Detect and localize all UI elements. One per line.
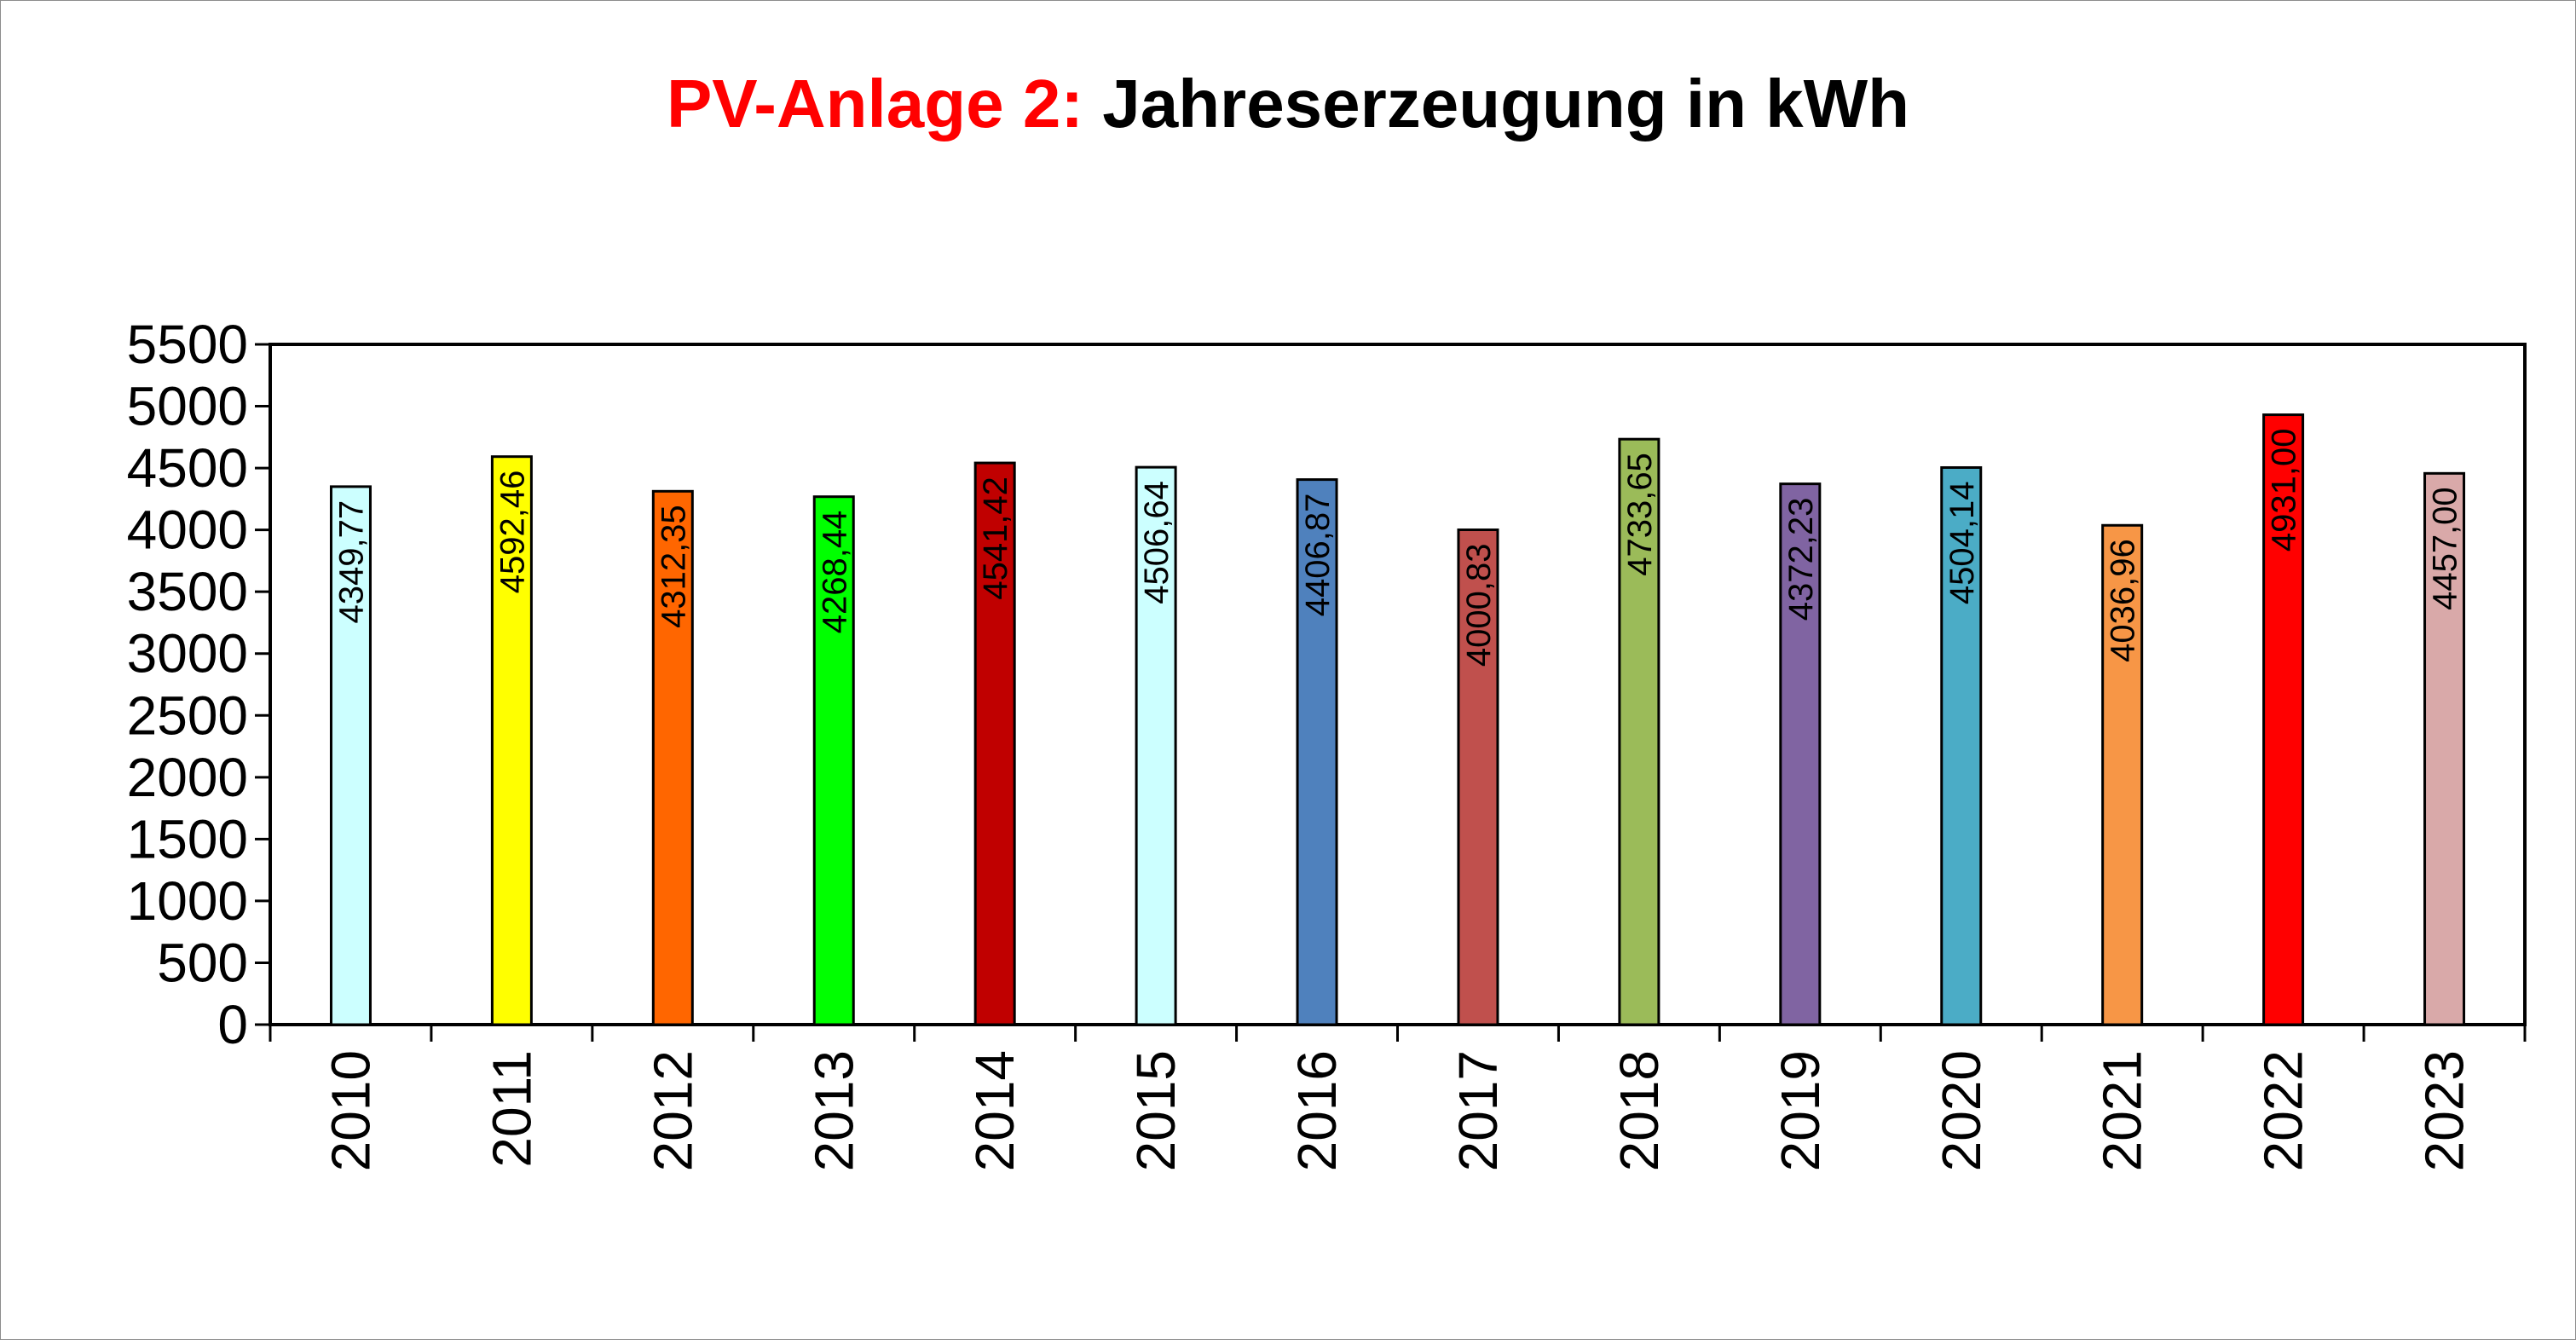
x-tick-label: 2011 [481, 1050, 542, 1168]
bar-value-label: 4349,77 [332, 500, 370, 624]
x-tick-label: 2019 [1770, 1050, 1831, 1171]
bar-value-label: 4541,42 [977, 477, 1014, 600]
bar [1135, 465, 1177, 1026]
y-tick-label: 1500 [127, 808, 248, 869]
bar-value-label: 4312,35 [655, 505, 692, 628]
x-tick-label: 2017 [1447, 1050, 1509, 1171]
x-tick-label: 2013 [803, 1050, 864, 1171]
x-tick-label: 2016 [1286, 1050, 1348, 1171]
bar [1296, 478, 1338, 1026]
bar [2423, 471, 2466, 1026]
y-tick-label: 5500 [127, 314, 248, 375]
bar-value-label: 4268,44 [816, 511, 853, 634]
x-axis: 2010 2011 2012 2013 2014 2015 2016 2017 2018 2019… [269, 1025, 2527, 1171]
x-tick-label: 2014 [964, 1050, 1025, 1171]
chart-title-main: Jahreserzeugung in kWh [1102, 66, 1910, 142]
bar [973, 461, 1016, 1026]
y-tick-label: 5000 [127, 376, 248, 437]
x-tick-label: 2012 [642, 1050, 703, 1171]
y-tick-label: 3500 [127, 561, 248, 622]
x-tick-label: 2022 [2253, 1050, 2314, 1171]
bar-value-label: 4036,96 [2105, 539, 2142, 662]
bar [1779, 482, 1822, 1026]
y-tick-label: 4000 [127, 500, 248, 561]
bar-value-label: 4457,00 [2427, 487, 2464, 610]
bar [1940, 465, 1983, 1026]
bar-value-label: 4592,46 [494, 471, 531, 594]
x-tick-label: 2023 [2414, 1050, 2475, 1171]
bar-value-label: 4931,00 [2266, 429, 2303, 552]
plot-border [269, 343, 2527, 1026]
bar [812, 495, 855, 1026]
bar [1457, 528, 1499, 1026]
bar-value-label: 4506,64 [1138, 481, 1175, 604]
y-tick-label: 2000 [127, 747, 248, 808]
y-tick-label: 500 [157, 932, 248, 993]
bar [2101, 523, 2144, 1026]
bar-value-label: 4000,83 [1460, 544, 1498, 667]
x-tick-label: 2020 [1931, 1050, 1992, 1171]
y-axis: 0500100015002000250030003500400045005000… [127, 314, 270, 1055]
y-tick-label: 4500 [127, 437, 248, 499]
bar [490, 455, 533, 1026]
x-tick-label: 2018 [1609, 1050, 1670, 1171]
plot-area [269, 343, 2527, 1026]
bar [329, 485, 372, 1026]
bar-value-label: 4733,65 [1621, 453, 1659, 576]
y-tick-label: 3000 [127, 623, 248, 684]
y-tick-label: 0 [217, 994, 248, 1055]
bar-value-label: 4504,14 [1944, 481, 1981, 604]
bar-value-label: 4406,87 [1299, 494, 1337, 617]
bars: 4349,77 4592,46 4312,35 4268,44 4541,42 4506,… [329, 413, 2466, 1026]
bar-value-label: 4372,23 [1782, 498, 1820, 621]
y-tick-label: 2500 [127, 684, 248, 746]
x-tick-label: 2015 [1125, 1050, 1187, 1171]
x-tick-label: 2021 [2092, 1050, 2153, 1171]
bar [651, 489, 694, 1026]
chart-title: PV-Anlage 2: Jahreserzeugung in kWh [0, 61, 2576, 147]
bar [2262, 413, 2305, 1026]
y-tick-label: 1000 [127, 870, 248, 932]
bar [1618, 437, 1661, 1026]
x-tick-label: 2010 [320, 1050, 381, 1171]
chart-title-prefix: PV-Anlage 2: [666, 66, 1083, 142]
